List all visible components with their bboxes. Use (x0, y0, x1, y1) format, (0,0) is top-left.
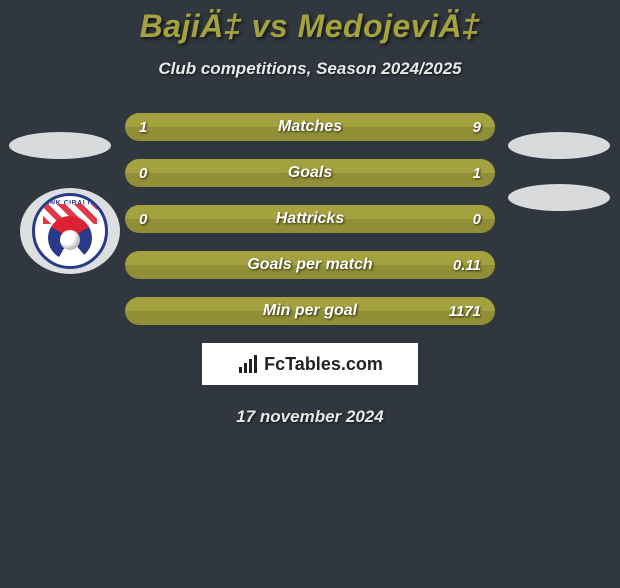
stat-row-goals-per-match: Goals per match 0.11 (125, 251, 495, 279)
stat-right-value: 0 (473, 205, 481, 233)
stat-right-value: 1 (473, 159, 481, 187)
stat-label: Hattricks (125, 205, 495, 233)
brand-box: FcTables.com (202, 343, 418, 385)
stat-row-matches: 1 Matches 9 (125, 113, 495, 141)
subtitle: Club competitions, Season 2024/2025 (158, 59, 461, 78)
date-text: 17 november 2024 (236, 407, 383, 426)
stat-label: Matches (125, 113, 495, 141)
stats-container: 1 Matches 9 0 Goals 1 0 Hattricks 0 Goal… (0, 113, 620, 325)
stat-label: Min per goal (125, 297, 495, 325)
stat-row-hattricks: 0 Hattricks 0 (125, 205, 495, 233)
brand-text: FcTables.com (264, 354, 383, 375)
stat-row-min-per-goal: Min per goal 1171 (125, 297, 495, 325)
page-title: BajiÄ‡ vs MedojeviÄ‡ (140, 8, 481, 44)
stat-right-value: 0.11 (453, 251, 481, 279)
stat-label: Goals (125, 159, 495, 187)
stat-right-value: 1171 (449, 297, 481, 325)
stat-right-value: 9 (473, 113, 481, 141)
bar-chart-icon (237, 355, 259, 373)
stat-label: Goals per match (125, 251, 495, 279)
stat-row-goals: 0 Goals 1 (125, 159, 495, 187)
